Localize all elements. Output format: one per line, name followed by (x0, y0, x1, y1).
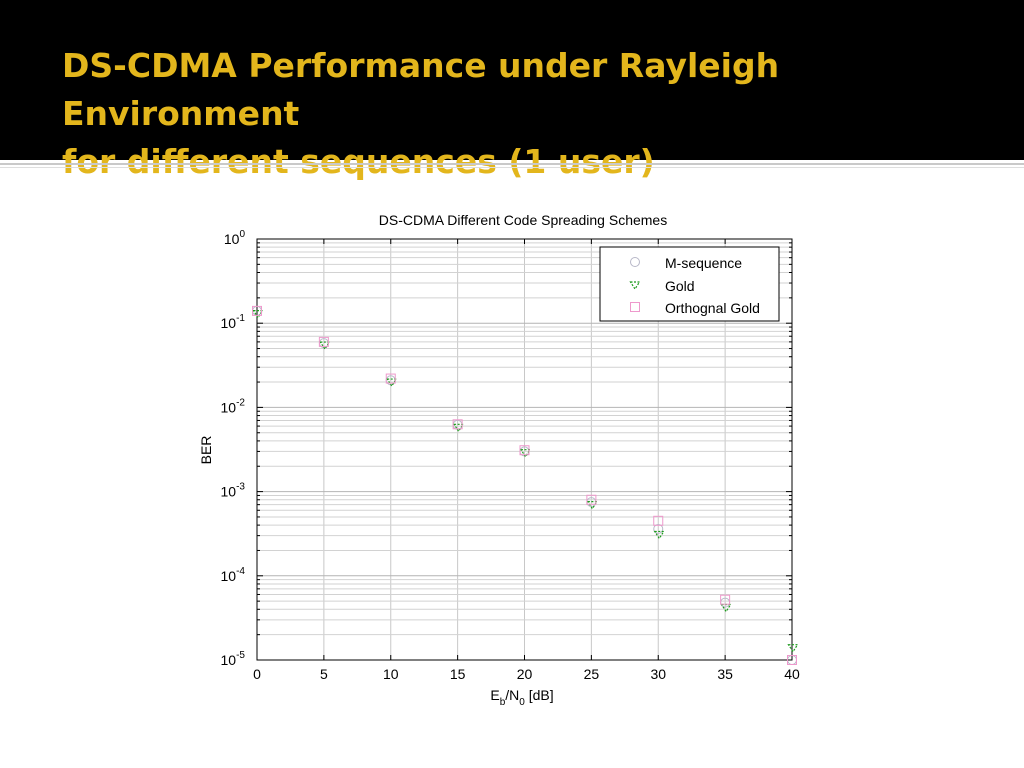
slide-header (0, 0, 1024, 160)
x-tick-label: 15 (450, 666, 466, 682)
data-point-orthognal-gold (653, 515, 664, 526)
slide-title: DS-CDMA Performance under Rayleigh Envir… (62, 42, 1002, 186)
axis-ticks (256, 239, 793, 661)
x-tick-label: 0 (253, 666, 261, 682)
header-divider-thin (0, 167, 1024, 168)
legend-label-gold: Gold (665, 278, 695, 294)
legend-marker-orthognal-gold (630, 302, 640, 312)
y-tick-label: 10-4 (221, 566, 246, 584)
y-tick-label: 100 (224, 229, 246, 247)
y-tick-label: 10-3 (221, 482, 246, 500)
slide-title-line1: DS-CDMA Performance under Rayleigh Envir… (62, 46, 780, 133)
legend-marker-gold (629, 281, 641, 291)
data-point-gold (319, 341, 331, 351)
legend-markers (629, 257, 641, 312)
data-point-orthognal-gold (586, 494, 597, 505)
data-point-orthognal-gold (787, 655, 797, 665)
y-tick-labels: 100 10-1 10-2 10-3 10-4 10-5 (221, 229, 246, 668)
x-tick-label: 20 (517, 666, 533, 682)
data-point-orthognal-gold (318, 336, 329, 347)
x-axis-label: Eb/N0 [dB] (490, 687, 553, 708)
data-point-orthognal-gold (385, 373, 396, 384)
y-tick-label: 10-1 (221, 313, 246, 331)
legend-marker-m-sequence (630, 257, 640, 267)
slide-title-line2: for different sequences (1 user) (62, 142, 655, 181)
y-axis-label: BER (198, 436, 214, 465)
data-point-orthognal-gold (720, 594, 731, 605)
legend-label-m-sequence: M-sequence (665, 255, 742, 271)
y-tick-label: 10-5 (221, 650, 246, 668)
x-tick-label: 25 (584, 666, 600, 682)
data-point-m-sequence (653, 523, 664, 534)
data-point-gold (453, 423, 465, 433)
x-tick-labels: 0 5 10 15 20 25 30 35 40 (253, 666, 800, 682)
data-point-gold (252, 310, 264, 319)
x-tick-label: 40 (784, 666, 800, 682)
legend-box (599, 246, 780, 322)
y-tick-label: 10-2 (221, 397, 246, 415)
header-divider (0, 163, 1024, 165)
x-tick-label: 35 (717, 666, 733, 682)
chart-grid (256, 239, 793, 661)
data-point-gold (519, 449, 532, 458)
x-tick-label: 5 (320, 666, 328, 682)
chart-marks (252, 305, 799, 665)
legend: M-sequence Gold Orthognal Gold (599, 246, 780, 322)
data-point-gold (653, 530, 665, 540)
data-point-gold (586, 501, 598, 510)
x-tick-label: 10 (383, 666, 399, 682)
data-point-gold (787, 644, 799, 653)
data-point-orthognal-gold (252, 305, 262, 316)
legend-label-orthognal-gold: Orthognal Gold (665, 300, 760, 316)
data-point-gold (720, 603, 732, 613)
data-point-gold (386, 378, 398, 388)
chart-title: DS-CDMA Different Code Spreading Schemes (379, 212, 667, 228)
data-point-orthognal-gold (452, 419, 463, 430)
data-point-orthognal-gold (519, 445, 530, 456)
x-tick-label: 30 (650, 666, 666, 682)
